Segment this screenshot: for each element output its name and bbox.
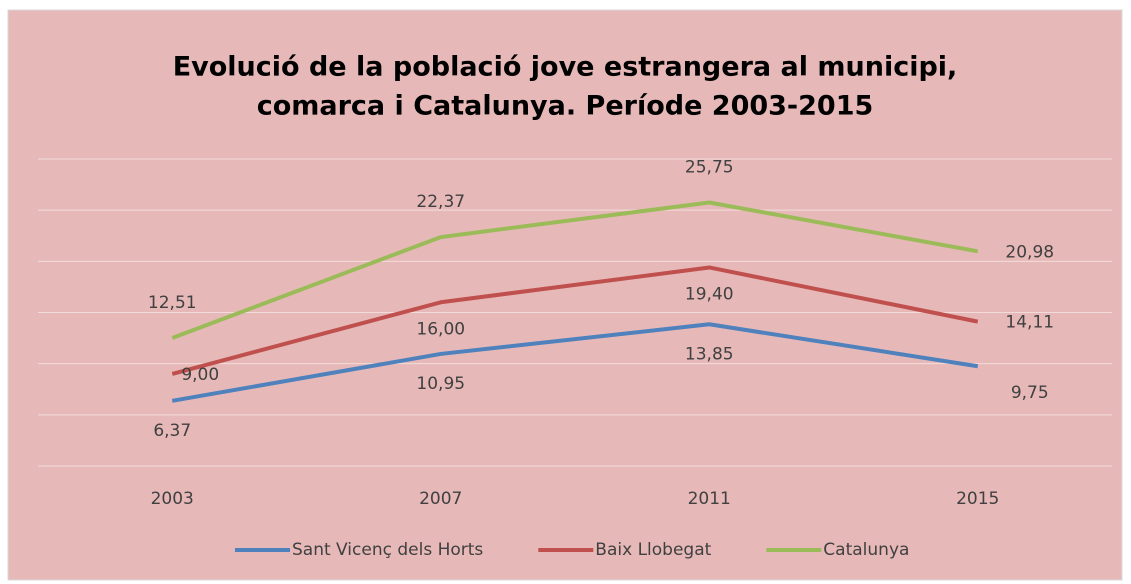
series-line	[171, 265, 979, 376]
data-label: 6,37	[153, 421, 191, 441]
x-tick-label: 2015	[956, 489, 999, 509]
series-line	[171, 322, 979, 403]
chart-title: comarca i Catalunya. Període 2003-2015	[257, 91, 874, 122]
legend-label: Catalunya	[823, 540, 909, 560]
legend-label: Sant Vicenç dels Horts	[292, 540, 483, 560]
data-label: 19,40	[685, 284, 734, 304]
legend-label: Baix Llobegat	[595, 540, 711, 560]
x-tick-label: 2007	[419, 489, 462, 509]
series-line	[171, 200, 979, 340]
x-tick-label: 2011	[688, 489, 731, 509]
chart-area	[7, 9, 1123, 581]
data-label: 9,75	[1011, 383, 1049, 403]
data-label: 9,00	[181, 365, 219, 385]
data-label: 25,75	[685, 157, 734, 177]
data-label: 12,51	[148, 293, 197, 313]
data-label: 13,85	[685, 344, 734, 364]
data-label: 10,95	[416, 374, 465, 394]
x-tick-label: 2003	[151, 489, 194, 509]
data-label: 22,37	[416, 192, 465, 212]
data-label: 14,11	[1005, 313, 1054, 333]
chart-title: Evolució de la població jove estrangera …	[173, 52, 958, 83]
data-label: 20,98	[1005, 242, 1054, 262]
data-label: 16,00	[416, 319, 465, 339]
